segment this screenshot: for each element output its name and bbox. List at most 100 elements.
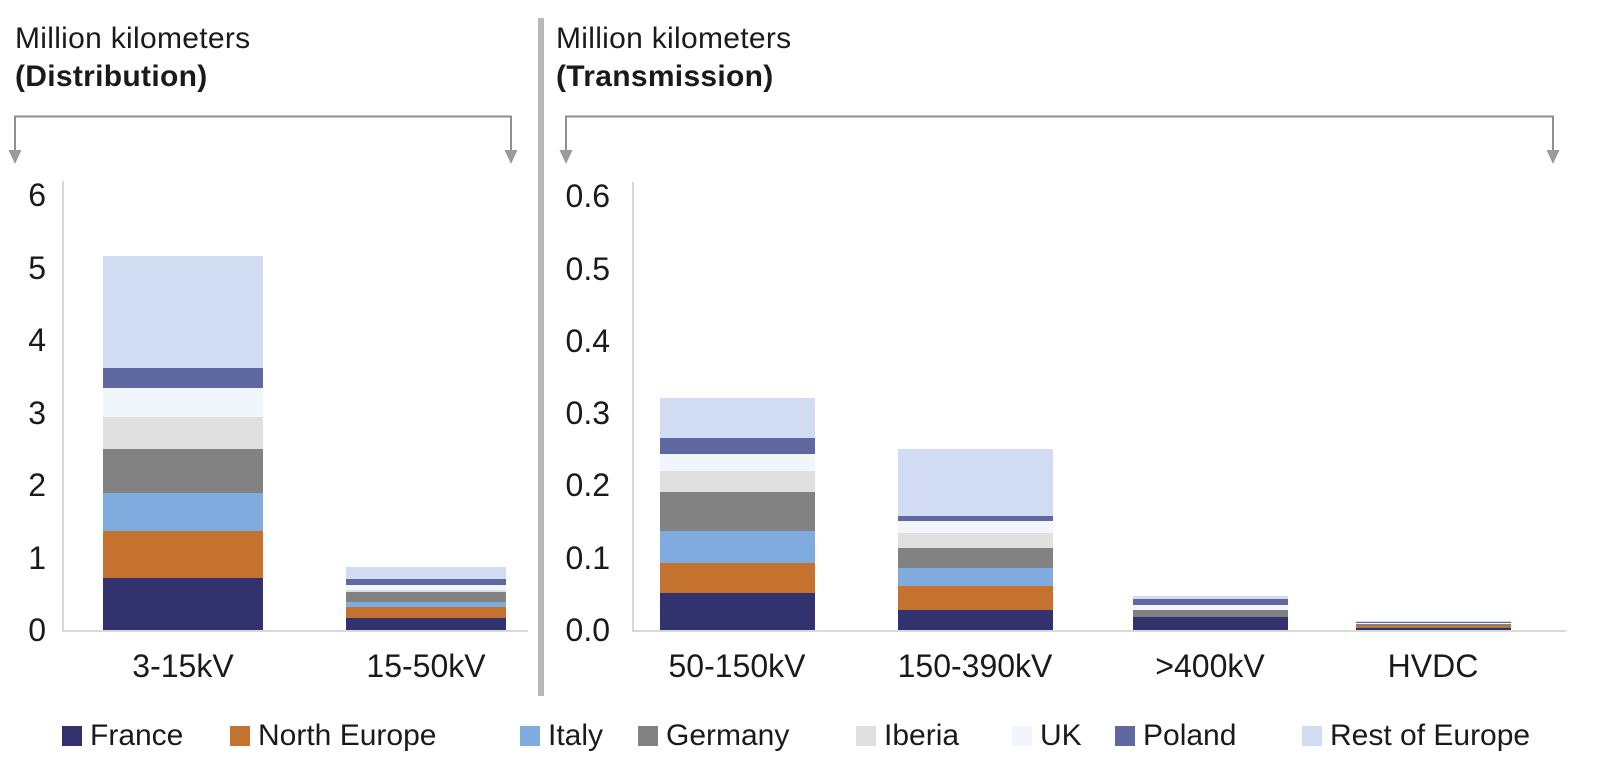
x-axis-line bbox=[62, 630, 528, 632]
legend-label: Rest of Europe bbox=[1330, 719, 1531, 752]
bar-segment-north-europe bbox=[346, 606, 506, 618]
bar-segment-poland bbox=[103, 368, 263, 388]
legend-swatch-france bbox=[62, 726, 82, 746]
x-category-label: >400kV bbox=[1155, 648, 1265, 684]
bar-segment-germany bbox=[897, 548, 1053, 568]
bar-segment-rest-of-europe bbox=[1355, 620, 1511, 623]
bar-segment-rest-of-europe bbox=[659, 397, 815, 438]
bar-segment-france bbox=[659, 593, 815, 630]
distribution-title: Million kilometers (Distribution) bbox=[15, 20, 250, 96]
y-tick-label: 0.1 bbox=[565, 539, 610, 576]
x-category-label: 50-150kV bbox=[668, 648, 806, 684]
transmission-title-text: Million kilometers bbox=[556, 22, 792, 55]
x-axis-line bbox=[632, 630, 1566, 632]
x-category-label: HVDC bbox=[1387, 648, 1479, 684]
legend-item-germany: Germany bbox=[638, 716, 789, 756]
bar-segment-poland bbox=[1355, 622, 1511, 624]
distribution-span-line bbox=[14, 115, 512, 152]
bar-segment-iberia bbox=[659, 470, 815, 492]
y-axis-line bbox=[62, 180, 64, 630]
x-category-label: 3-15kV bbox=[132, 648, 234, 684]
legend-item-poland: Poland bbox=[1115, 716, 1236, 756]
legend-item-italy: Italy bbox=[520, 716, 603, 756]
y-axis-line bbox=[632, 181, 634, 630]
bar-segment-poland bbox=[897, 515, 1053, 521]
transmission-span-arrow bbox=[559, 115, 1560, 164]
y-tick-label: 6 bbox=[28, 177, 46, 213]
x-category-label: 150-390kV bbox=[897, 648, 1053, 684]
legend-item-rest-of-europe: Rest of Europe bbox=[1302, 716, 1530, 756]
bar-segment-iberia bbox=[103, 416, 263, 449]
down-arrowhead-icon bbox=[1546, 150, 1560, 164]
transmission-title: Million kilometers (Transmission) bbox=[556, 20, 791, 96]
legend-swatch-uk bbox=[1012, 726, 1032, 746]
bar-segment-rest-of-europe bbox=[1132, 596, 1288, 599]
bar-segment-poland bbox=[1132, 598, 1288, 605]
down-arrowhead-icon bbox=[504, 150, 518, 164]
down-arrowhead-icon bbox=[559, 150, 573, 164]
legend-item-iberia: Iberia bbox=[856, 716, 959, 756]
bar-segment-iberia bbox=[897, 533, 1053, 549]
bar-segment-france bbox=[897, 609, 1053, 630]
y-tick-label: 0.0 bbox=[565, 612, 610, 648]
legend-label: Germany bbox=[666, 719, 790, 752]
y-tick-label: 0.3 bbox=[565, 395, 610, 432]
bar-segment-uk bbox=[1132, 604, 1288, 610]
y-tick-label: 5 bbox=[28, 249, 46, 286]
chart-divider bbox=[538, 18, 544, 696]
bar-segment-italy bbox=[103, 492, 263, 531]
y-tick-label: 0.6 bbox=[565, 178, 610, 215]
bar-segment-rest-of-europe bbox=[346, 566, 506, 580]
legend-swatch-germany bbox=[638, 726, 658, 746]
y-tick-label: 0.2 bbox=[565, 467, 610, 504]
bar-segment-germany bbox=[346, 591, 506, 603]
legend-swatch-poland bbox=[1115, 726, 1135, 746]
bar-segment-france bbox=[103, 577, 263, 630]
legend-label: Iberia bbox=[884, 719, 960, 752]
bar-segment-north-europe bbox=[659, 562, 815, 594]
legend-swatch-italy bbox=[520, 726, 540, 746]
bar-segment-north-europe bbox=[1355, 626, 1511, 628]
distribution-span-arrow bbox=[8, 115, 518, 164]
legend-label: UK bbox=[1040, 719, 1082, 752]
bar-segment-germany bbox=[1355, 624, 1511, 627]
bar-segment-uk bbox=[659, 453, 815, 471]
bar-segment-germany bbox=[1132, 609, 1288, 617]
bar-segment-rest-of-europe bbox=[897, 449, 1053, 516]
y-tick-label: 3 bbox=[28, 394, 46, 431]
y-tick-label: 0.4 bbox=[565, 322, 610, 359]
legend-label: Italy bbox=[548, 719, 604, 752]
bar-segment-france bbox=[1132, 616, 1288, 630]
bar-segment-uk bbox=[1355, 623, 1511, 625]
y-tick-label: 2 bbox=[28, 467, 46, 503]
bar-segment-france bbox=[1355, 627, 1511, 630]
y-tick-label: 0.5 bbox=[565, 250, 610, 287]
bar-segment-france bbox=[346, 617, 506, 630]
bar-segment-north-europe bbox=[103, 530, 263, 578]
bar-segment-italy bbox=[659, 530, 815, 563]
bar-segment-italy bbox=[346, 602, 506, 607]
bar-segment-iberia bbox=[346, 590, 506, 592]
legend-label: Poland bbox=[1143, 719, 1237, 752]
legend-item-france: France bbox=[62, 716, 183, 756]
distribution-subtitle-text: (Distribution) bbox=[15, 60, 208, 93]
bar-segment-uk bbox=[346, 585, 506, 591]
bar-segment-poland bbox=[346, 579, 506, 586]
distribution-title-text: Million kilometers bbox=[15, 22, 251, 55]
bar-segment-poland bbox=[659, 437, 815, 454]
transmission-span-line bbox=[565, 115, 1554, 152]
bar-segment-uk bbox=[103, 387, 263, 417]
legend-label: North Europe bbox=[258, 719, 437, 752]
bar-segment-germany bbox=[659, 491, 815, 531]
y-tick-label: 4 bbox=[28, 322, 46, 358]
down-arrowhead-icon bbox=[8, 150, 22, 164]
bar-segment-italy bbox=[897, 567, 1053, 586]
bar-segment-germany bbox=[103, 448, 263, 493]
legend-label: France bbox=[90, 719, 184, 752]
legend-item-north-europe: North Europe bbox=[230, 716, 436, 756]
legend-swatch-iberia bbox=[856, 726, 876, 746]
legend-item-uk: UK bbox=[1012, 716, 1082, 756]
bar-segment-rest-of-europe bbox=[103, 255, 263, 369]
legend-swatch-rest-of-europe bbox=[1302, 726, 1322, 746]
